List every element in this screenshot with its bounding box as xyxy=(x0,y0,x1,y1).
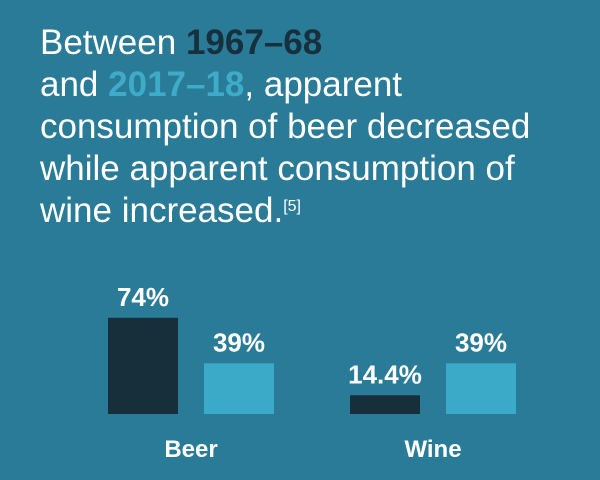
value-label: 39% xyxy=(213,327,265,357)
bar xyxy=(108,317,178,414)
bar xyxy=(204,363,274,414)
bar xyxy=(350,395,420,414)
series-name: 1967–68 xyxy=(185,23,323,62)
title-text: , apparent consumption of beer decreased… xyxy=(40,65,531,230)
value-label: 74% xyxy=(117,282,169,312)
value-label: 39% xyxy=(455,327,507,357)
series-name: 2017–18 xyxy=(108,65,245,104)
title-text: Between xyxy=(40,23,177,62)
x-tick-label: Beer xyxy=(164,436,217,463)
title-text: and xyxy=(40,65,99,104)
x-tick-label: Wine xyxy=(404,436,461,463)
value-label: 14.4% xyxy=(348,359,422,389)
chart-title: Between 1967–68 and 2017–18, apparent con… xyxy=(40,22,595,232)
footnote: [5] xyxy=(283,198,301,215)
bar xyxy=(446,363,516,414)
